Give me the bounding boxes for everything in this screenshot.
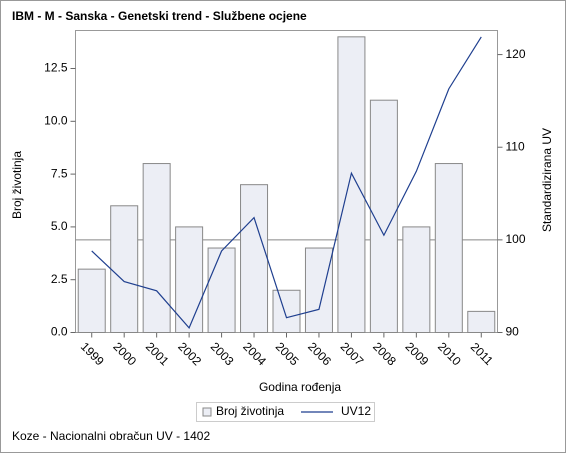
bar bbox=[142, 163, 171, 333]
y-tick-label: 5.0 bbox=[51, 219, 68, 233]
bar bbox=[304, 247, 333, 333]
bar bbox=[77, 268, 106, 334]
chart-title: IBM - M - Sanska - Genetski trend - Služ… bbox=[12, 9, 307, 23]
legend-box bbox=[196, 402, 375, 422]
legend-label: UV12 bbox=[341, 404, 371, 418]
y2-axis-label: Standardizirana UV bbox=[540, 128, 554, 232]
y-tick-label: 12.5 bbox=[44, 61, 68, 75]
y2-tick-label: 110 bbox=[506, 139, 525, 153]
y-tick-label: 10.0 bbox=[44, 113, 68, 127]
bar bbox=[110, 205, 139, 333]
bar bbox=[467, 310, 496, 334]
bar bbox=[402, 226, 431, 333]
bar bbox=[434, 163, 463, 333]
x-axis-label: Godina rođenja bbox=[259, 380, 341, 394]
line bbox=[91, 36, 482, 329]
footnote: Koze - Nacionalni obračun UV - 1402 bbox=[12, 429, 210, 443]
bar bbox=[240, 184, 269, 333]
y2-tick-label: 100 bbox=[506, 232, 526, 246]
y-tick-label: 0.0 bbox=[51, 325, 68, 339]
bar bbox=[175, 226, 204, 333]
bar bbox=[272, 289, 301, 333]
bar bbox=[337, 36, 366, 333]
bar bbox=[207, 247, 236, 333]
y2-tick-label: 90 bbox=[506, 325, 520, 339]
y-axis-label: Broj životinja bbox=[10, 151, 24, 219]
y-tick-label: 2.5 bbox=[51, 272, 68, 286]
legend-label: Broj životinja bbox=[216, 404, 284, 418]
y-tick-label: 7.5 bbox=[51, 166, 68, 180]
y2-tick-label: 120 bbox=[506, 47, 526, 61]
legend-swatch bbox=[202, 407, 212, 417]
